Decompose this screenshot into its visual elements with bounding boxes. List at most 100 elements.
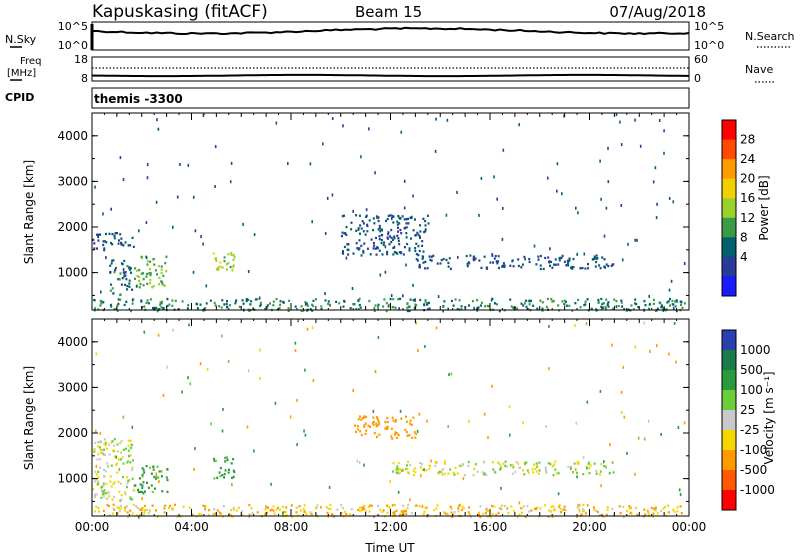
scatter-cell <box>448 373 450 377</box>
scatter-cell <box>526 504 529 508</box>
scatter-cell <box>221 515 224 518</box>
scatter-cell <box>304 301 307 304</box>
scatter-cell <box>560 256 563 259</box>
scatter-cell <box>412 194 414 198</box>
scatter-cell <box>553 509 556 512</box>
scatter-cell <box>601 306 604 309</box>
scatter-cell <box>134 277 136 280</box>
scatter-cell <box>402 510 405 513</box>
scatter-cell <box>679 493 682 497</box>
scatter-cell <box>138 279 140 283</box>
scatter-cell <box>536 464 539 468</box>
scatter-cell <box>648 307 650 310</box>
scatter-cell <box>204 505 207 508</box>
scatter-cell <box>192 195 195 199</box>
power-ylabel: Slant Range [km] <box>22 160 36 264</box>
colorbar-segment <box>722 470 736 491</box>
scatter-cell <box>652 515 655 518</box>
scatter-cell <box>386 250 389 254</box>
scatter-cell <box>231 483 233 487</box>
scatter-cell <box>234 302 237 305</box>
scatter-cell <box>468 513 471 516</box>
scatter-cell <box>112 512 114 515</box>
scatter-cell <box>637 436 640 440</box>
scatter-cell <box>421 244 424 247</box>
scatter-cell <box>476 309 479 312</box>
scatter-cell <box>399 514 402 517</box>
scatter-cell <box>125 278 128 281</box>
scatter-cell <box>365 415 368 419</box>
scatter-cell <box>187 376 189 380</box>
scatter-cell <box>164 504 167 507</box>
noise-tick-right-bottom: 10^0 <box>694 39 724 52</box>
scatter-cell <box>595 470 598 473</box>
scatter-cell <box>392 462 395 465</box>
scatter-cell <box>475 308 478 311</box>
scatter-cell <box>536 506 539 509</box>
scatter-cell <box>253 449 255 453</box>
scatter-cell <box>140 272 143 275</box>
scatter-cell <box>615 305 618 309</box>
scatter-cell <box>275 297 278 301</box>
scatter-cell <box>508 405 511 409</box>
scatter-cell <box>377 219 380 223</box>
scatter-cell <box>202 504 205 507</box>
scatter-cell <box>304 368 306 372</box>
noise-tick-left-bottom: 10^0 <box>58 39 88 52</box>
scatter-cell <box>648 303 651 306</box>
colorbar-tick-label: 8 <box>740 230 748 244</box>
scatter-cell <box>232 258 235 261</box>
scatter-cell <box>304 433 307 437</box>
scatter-cell <box>294 341 297 345</box>
scatter-cell <box>222 505 225 508</box>
scatter-cell <box>597 301 600 304</box>
scatter-cell <box>373 432 376 435</box>
scatter-cell <box>432 254 435 257</box>
scatter-cell <box>397 237 400 240</box>
scatter-cell <box>165 255 168 258</box>
scatter-cell <box>153 263 156 266</box>
scatter-cell <box>132 245 135 248</box>
scatter-cell <box>418 249 421 253</box>
scatter-cell <box>270 508 273 511</box>
scatter-cell <box>345 225 348 229</box>
scatter-cell <box>259 376 261 380</box>
scatter-cell <box>93 448 96 451</box>
scatter-cell <box>160 475 163 478</box>
scatter-cell <box>109 289 112 292</box>
scatter-cell <box>643 508 646 511</box>
scatter-cell <box>372 420 375 423</box>
scatter-cell <box>557 472 560 475</box>
scatter-cell <box>675 309 678 313</box>
scatter-cell <box>462 477 465 481</box>
scatter-cell <box>420 474 422 478</box>
scatter-cell <box>140 299 143 302</box>
scatter-cell <box>275 121 278 125</box>
scatter-cell <box>449 468 452 471</box>
scatter-cell <box>388 243 391 246</box>
scatter-cell <box>250 300 253 303</box>
scatter-cell <box>162 283 165 287</box>
scatter-cell <box>447 261 450 265</box>
scatter-cell <box>436 504 439 507</box>
scatter-cell <box>558 505 561 508</box>
scatter-cell <box>649 350 651 353</box>
scatter-cell <box>415 258 418 261</box>
scatter-cell <box>343 245 346 249</box>
scatter-cell <box>545 470 548 474</box>
scatter-cell <box>496 262 499 265</box>
scatter-cell <box>496 197 498 201</box>
scatter-cell <box>316 504 319 507</box>
scatter-cell <box>136 506 139 510</box>
scatter-cell <box>480 266 483 269</box>
scatter-cell <box>343 299 345 303</box>
scatter-cell <box>359 306 362 309</box>
scatter-cell <box>533 463 536 466</box>
scatter-cell <box>509 264 512 267</box>
scatter-cell <box>568 257 571 260</box>
scatter-cell <box>437 472 439 475</box>
scatter-cell <box>272 300 275 303</box>
scatter-cell <box>623 308 626 311</box>
scatter-cell <box>404 428 407 432</box>
